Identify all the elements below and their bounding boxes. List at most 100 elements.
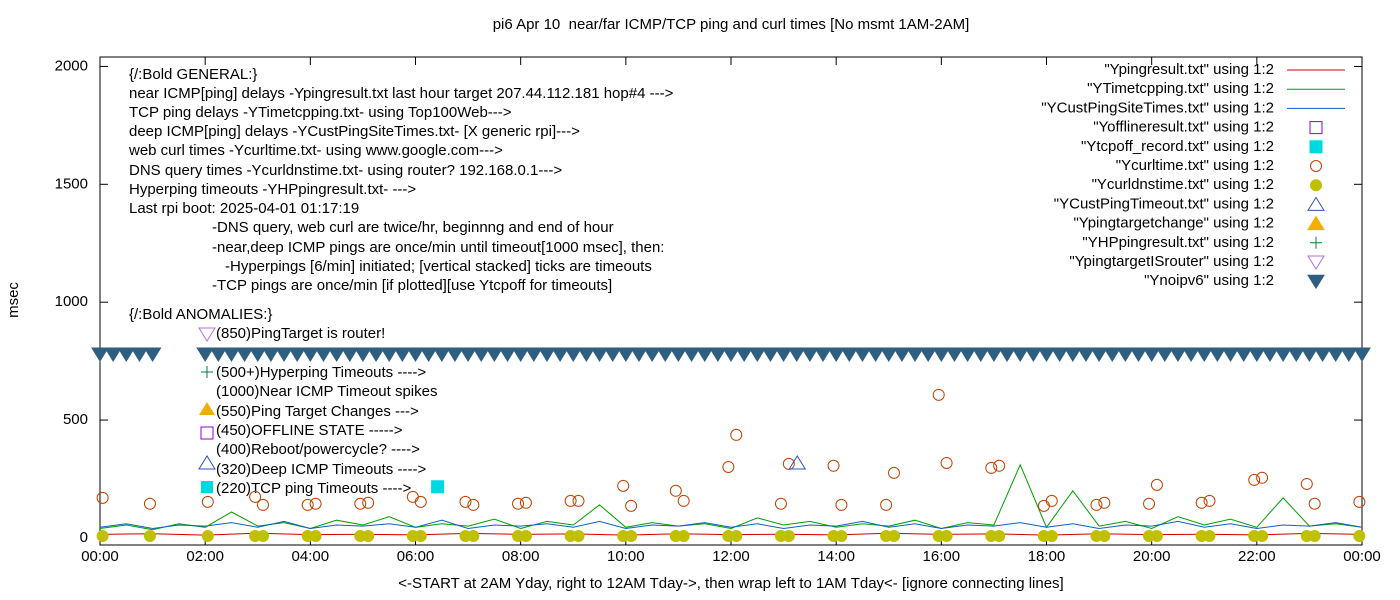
data-point: [485, 347, 504, 362]
data-point: [971, 347, 990, 362]
data-point: [1234, 347, 1253, 362]
data-point: [1274, 347, 1293, 362]
data-point: [551, 347, 569, 362]
annotation: (220)TCP ping Timeouts ---->: [216, 480, 411, 497]
data-point: [893, 347, 911, 362]
data-point: [835, 498, 848, 511]
data-point: [1098, 496, 1111, 509]
data-point: [512, 497, 525, 510]
annotations: {/:Bold GENERAL:} near ICMP[ping] delays…: [128, 66, 674, 497]
data-point: [866, 347, 885, 362]
data-point: [985, 461, 998, 474]
annotation: Hyperping timeouts -YHPpingresult.txt- -…: [129, 181, 416, 198]
data-point: [998, 347, 1016, 362]
legend-label: "YCustPingSiteTimes.txt" using 1:2: [1041, 99, 1274, 116]
x-tick-label: 00:00: [1343, 548, 1381, 565]
data-point: [782, 530, 795, 543]
data-point: [708, 347, 727, 362]
annotation: web curl times -Ycurltime.txt- using www…: [128, 142, 503, 159]
data-point: [1050, 347, 1069, 362]
y-tick-label: 1000: [55, 293, 88, 310]
data-point: [564, 494, 577, 507]
data-point: [257, 498, 270, 511]
data-point: [1129, 347, 1148, 362]
y-tick-label: 2000: [55, 57, 88, 74]
data-point: [117, 347, 136, 362]
legend-swatch: [1309, 140, 1323, 154]
data-point: [1116, 347, 1135, 362]
data-point: [730, 428, 743, 441]
x-tick-label: 12:00: [712, 548, 750, 565]
data-point: [1353, 347, 1371, 362]
x-tick-label: 14:00: [817, 548, 855, 565]
data-point: [130, 347, 149, 362]
data-point: [985, 347, 1003, 362]
data-point: [362, 496, 375, 509]
data-point: [1313, 347, 1332, 362]
legend-swatch: [1307, 196, 1325, 211]
data-point: [340, 347, 359, 362]
annotation: (850)PingTarget is router!: [216, 325, 385, 342]
annotation: {/:Bold GENERAL:}: [129, 66, 257, 83]
legend-swatch: [1307, 255, 1325, 270]
data-point: [257, 530, 270, 543]
data-point: [104, 347, 123, 362]
legend-label: "YpingtargetISrouter" using 1:2: [1069, 253, 1274, 270]
data-point: [840, 347, 859, 362]
x-tick-label: 08:00: [502, 548, 540, 565]
annotation: near ICMP[ping] delays -Ypingresult.txt …: [129, 85, 674, 102]
data-point: [827, 459, 840, 472]
data-point: [630, 347, 648, 362]
data-point: [431, 480, 445, 494]
data-point: [288, 347, 307, 362]
data-point: [472, 347, 491, 362]
data-point: [209, 347, 228, 362]
data-point: [1208, 347, 1227, 362]
data-point: [603, 347, 622, 362]
annotation: Last rpi boot: 2025-04-01 01:17:19: [129, 200, 359, 217]
data-point: [143, 530, 156, 543]
annotation: (550)Ping Target Changes --->: [216, 403, 419, 420]
legend-label: "Ynoipv6" using 1:2: [1144, 272, 1274, 289]
y-tick-label: 0: [80, 529, 88, 546]
data-point: [249, 490, 262, 503]
data-point: [774, 497, 787, 510]
data-point: [1300, 477, 1313, 490]
data-point: [695, 347, 714, 362]
data-point: [511, 347, 530, 362]
data-point: [677, 494, 690, 507]
data-point: [1077, 347, 1095, 362]
data-point: [827, 347, 846, 362]
legend-label: "YCustPingTimeout.txt" using 1:2: [1054, 195, 1274, 212]
data-point: [301, 347, 320, 362]
data-point: [940, 530, 953, 543]
annotation: -near,deep ICMP pings are once/min until…: [212, 239, 664, 256]
data-point: [774, 347, 793, 362]
data-point: [419, 347, 438, 362]
data-point: [301, 498, 314, 511]
data-point: [1300, 347, 1319, 362]
data-point: [248, 347, 267, 362]
data-point: [1142, 347, 1161, 362]
data-point: [1195, 347, 1214, 362]
data-point: [1203, 530, 1216, 543]
annotation: (320)Deep ICMP Timeouts ---->: [216, 461, 426, 478]
data-point: [538, 347, 556, 362]
data-point: [262, 347, 280, 362]
data-point: [993, 530, 1006, 543]
data-point: [1045, 494, 1058, 507]
annotation: (450)OFFLINE STATE ----->: [216, 422, 403, 439]
x-axis-label: <-START at 2AM Yday, right to 12AM Tday-…: [398, 575, 1063, 592]
data-point: [1150, 530, 1163, 543]
data-point: [932, 347, 951, 362]
data-point: [617, 479, 630, 492]
data-point: [940, 456, 953, 469]
data-point: [327, 347, 346, 362]
data-line: [99, 519, 1363, 530]
annotation-icon: [198, 327, 216, 342]
data-point: [1103, 347, 1122, 362]
x-tick-label: 18:00: [1028, 548, 1066, 565]
data-point: [143, 497, 156, 510]
data-point: [467, 498, 480, 511]
legend-label: "Yofflineresult.txt" using 1:2: [1093, 119, 1274, 136]
